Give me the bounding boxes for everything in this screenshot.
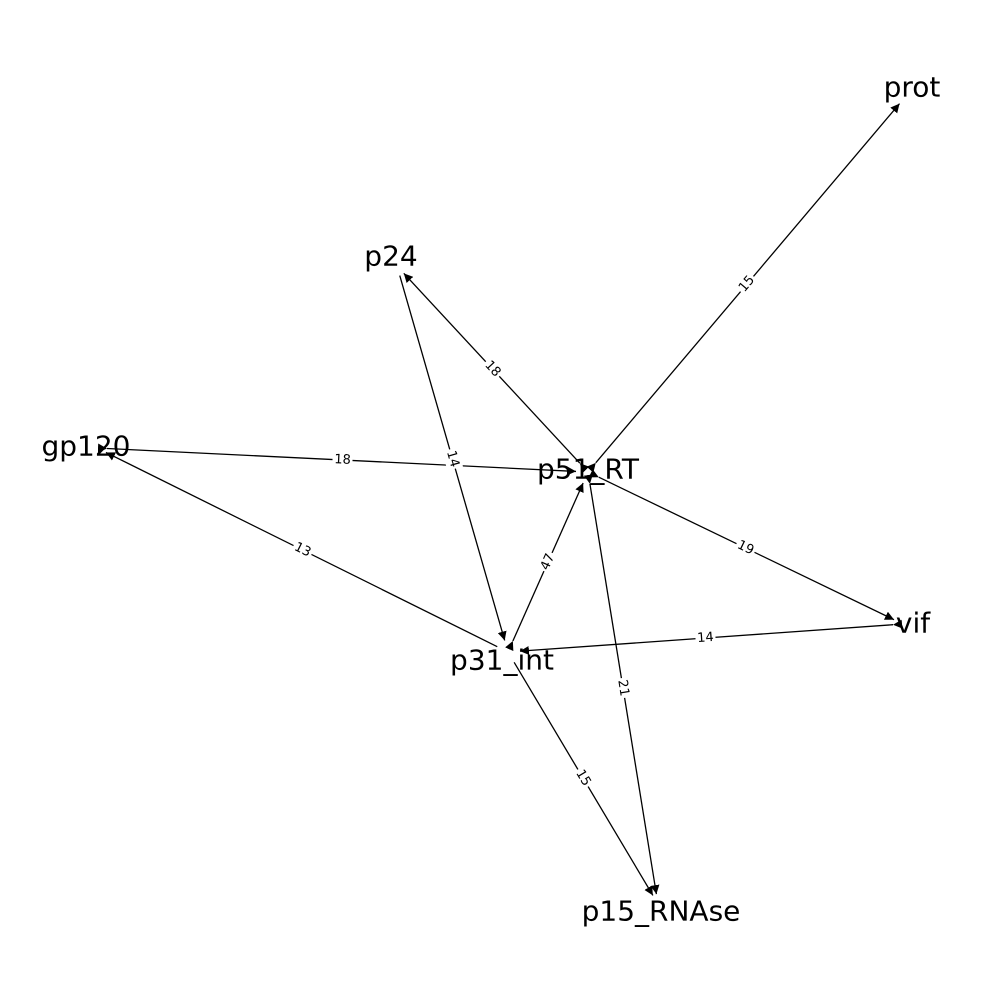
edge-label-background: [332, 451, 353, 469]
edge-weight-label: 14: [443, 449, 462, 469]
edge-label-group: 14: [694, 629, 717, 647]
edge-label-group: 19: [733, 536, 758, 560]
node-p31-int: p31_int: [450, 644, 554, 677]
edge-label-background: [289, 538, 316, 562]
edge-label-group: 15: [734, 271, 760, 297]
edge-weight-label: 13: [292, 540, 313, 561]
edge-label-background: [536, 549, 560, 575]
edge-weight-label: 15: [572, 767, 593, 789]
edge-label-group: 18: [332, 451, 353, 469]
edge-weight-label: 18: [334, 452, 351, 468]
edges-layer: [97, 103, 903, 896]
node-prot: prot: [884, 71, 941, 104]
edge-label-group: 13: [289, 538, 316, 562]
node-p24: p24: [364, 240, 417, 273]
edge-label-background: [733, 536, 758, 560]
edge-labels-layer: 15 18 18 14 19 47 13 14 21 15: [289, 271, 760, 791]
edge-weight-label: 14: [697, 630, 715, 646]
edge-weight-label: 15: [736, 273, 758, 295]
edge-label-group: 18: [479, 356, 506, 382]
edge-label-background: [694, 629, 717, 647]
edge-label-group: 47: [536, 549, 560, 575]
edge-label-group: 15: [571, 765, 595, 791]
node-p51-RT: p51_RT: [537, 453, 640, 486]
edge-weight-label: 47: [538, 551, 558, 572]
node-gp120: gp120: [42, 430, 131, 463]
edge-label-group: 14: [442, 447, 463, 471]
edge-label-background: [479, 356, 506, 382]
edge-label-background: [613, 676, 633, 700]
edge-weight-label: 19: [735, 538, 756, 559]
node-p15-RNAse: p15_RNAse: [582, 895, 741, 928]
edge-label-background: [442, 447, 463, 471]
node-vif: vif: [896, 607, 931, 640]
edge-weight-label: 21: [614, 679, 631, 698]
edge-label-group: 21: [613, 676, 633, 700]
edge-label-background: [571, 765, 595, 791]
edge-label-background: [734, 271, 760, 297]
